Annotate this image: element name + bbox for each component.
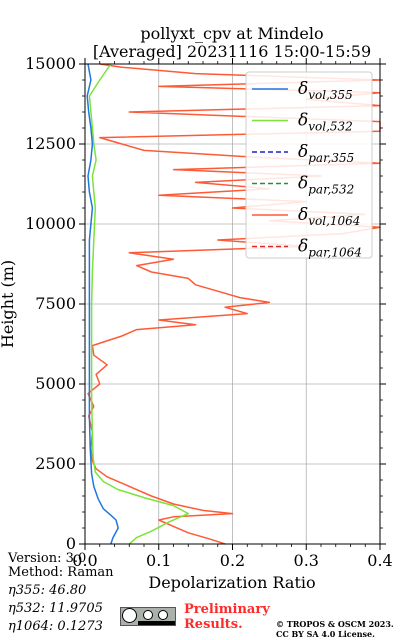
y-tick-label: 2500 xyxy=(35,454,76,473)
preliminary-text: Preliminary xyxy=(184,602,270,617)
y-tick-label: 7500 xyxy=(35,294,76,313)
cc-logo-icon xyxy=(122,608,137,623)
y-tick-label: 15000 xyxy=(25,54,76,73)
info-block: Version: 3.0 Method: Raman η355: 46.80 η… xyxy=(8,550,114,636)
legend: δvol,355δvol,532δpar,355δpar,532δvol,106… xyxy=(245,71,373,260)
preliminary-note: Preliminary Results. xyxy=(184,602,270,632)
legend-subscript: vol,532 xyxy=(308,120,353,134)
series-line xyxy=(86,63,119,545)
legend-box xyxy=(245,71,373,259)
legend-label: δvol,355 xyxy=(298,79,353,102)
chart-title: pollyxt_cpv at Mindelo xyxy=(140,24,323,43)
eta532-text: η532: 11.9705 xyxy=(8,601,103,616)
legend-subscript: par,532 xyxy=(308,183,354,197)
chart-subtitle: [Averaged] 20231116 15:00-15:59 xyxy=(93,42,371,61)
by-icon xyxy=(143,610,153,620)
legend-symbol: δ xyxy=(298,237,308,257)
method-text: Method: Raman xyxy=(8,565,114,580)
x-tick-label: 0.4 xyxy=(367,551,392,570)
x-axis-label: Depolarization Ratio xyxy=(148,573,315,592)
x-tick-label: 0.2 xyxy=(220,551,245,570)
cc-license-badge xyxy=(120,607,176,626)
y-axis-label: Height (m) xyxy=(0,260,17,348)
x-tick-label: 0.0 xyxy=(72,551,97,570)
series-line xyxy=(87,63,381,545)
x-tick-label: 0.1 xyxy=(146,551,171,570)
x-tick-label: 0.3 xyxy=(294,551,319,570)
eta355-text: η355: 46.80 xyxy=(8,583,87,598)
legend-symbol: δ xyxy=(298,111,308,131)
tick-labels: 0.0 0.1 0.2 0.3 0.4 0 2500 5000 7500 10000 12500 15… xyxy=(25,54,393,570)
legend-label: δpar,355 xyxy=(298,142,354,165)
version-text: Version: 3.0 xyxy=(8,551,87,566)
copyright-note: © TROPOS & OSCM 2023. CC BY SA 4.0 Licen… xyxy=(276,619,394,639)
legend-label: δvol,532 xyxy=(298,111,353,134)
legend-subscript: vol,1064 xyxy=(308,214,360,228)
y-tick-label: 10000 xyxy=(25,214,76,233)
legend-symbol: δ xyxy=(298,205,308,225)
legend-label: δpar,532 xyxy=(298,174,354,197)
data-lines xyxy=(86,63,381,545)
y-tick-label: 12500 xyxy=(25,134,76,153)
series-line xyxy=(88,63,190,545)
y-tick-label: 0 xyxy=(66,534,76,553)
legend-symbol: δ xyxy=(298,79,308,99)
ticks xyxy=(79,58,386,550)
license-text: CC BY SA 4.0 License. xyxy=(276,629,375,639)
legend-subscript: par,1064 xyxy=(308,246,362,260)
eta1064-text: η1064: 0.1273 xyxy=(8,619,103,634)
copyright-text: © TROPOS & OSCM 2023. xyxy=(276,619,394,629)
legend-label: δpar,1064 xyxy=(298,237,362,260)
legend-subscript: par,355 xyxy=(308,151,354,165)
legend-label: δvol,1064 xyxy=(298,205,360,228)
results-text: Results. xyxy=(184,617,243,632)
cc-badge-strip xyxy=(138,621,175,625)
sa-icon xyxy=(158,610,168,620)
legend-symbol: δ xyxy=(298,174,308,194)
y-tick-label: 5000 xyxy=(35,374,76,393)
legend-subscript: vol,355 xyxy=(308,88,353,102)
legend-symbol: δ xyxy=(298,142,308,162)
